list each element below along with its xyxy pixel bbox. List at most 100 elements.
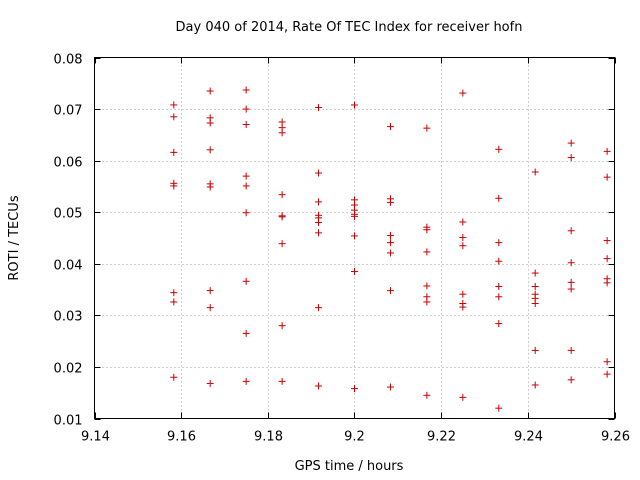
- data-point: [170, 298, 178, 306]
- data-point: [603, 147, 611, 155]
- tick-labels: 9.14 9.16 9.18 9.2 9.22 9.24 9.26 0.01 0.02 0.03 0…: [54, 53, 630, 445]
- y-tick-label: 0.07: [54, 104, 83, 119]
- x-tick-label: 9.24: [514, 430, 543, 445]
- data-point: [242, 86, 250, 94]
- x-tick-label: 9.16: [167, 430, 196, 445]
- data-point: [567, 154, 575, 162]
- data-point: [242, 182, 250, 190]
- y-axis-label: ROTI / TECUs: [7, 195, 22, 280]
- axis-ticks: [94, 57, 616, 420]
- data-point: [278, 240, 286, 248]
- data-point: [170, 373, 178, 381]
- data-point: [315, 169, 323, 177]
- data-point: [495, 404, 503, 412]
- data-point: [567, 278, 575, 286]
- data-point: [242, 121, 250, 129]
- data-point: [423, 124, 431, 132]
- data-point: [567, 376, 575, 384]
- data-point: [423, 248, 431, 256]
- data-point: [531, 269, 539, 277]
- data-point: [242, 377, 250, 385]
- data-point: [567, 346, 575, 354]
- data-point: [242, 105, 250, 113]
- data-point: [206, 119, 214, 127]
- data-point: [567, 139, 575, 147]
- data-point: [170, 113, 178, 121]
- data-point: [206, 146, 214, 154]
- data-point: [242, 209, 250, 217]
- data-point: [278, 191, 286, 199]
- data-point: [315, 229, 323, 237]
- y-tick-label: 0.06: [54, 156, 83, 171]
- data-point: [603, 358, 611, 366]
- data-point: [170, 289, 178, 297]
- data-point: [351, 232, 358, 240]
- data-point: [531, 299, 539, 307]
- data-point: [170, 148, 178, 156]
- data-point: [495, 257, 503, 265]
- data-point: [242, 329, 250, 337]
- data-point: [423, 391, 431, 399]
- y-tick-label: 0.04: [54, 259, 83, 274]
- data-point: [531, 168, 539, 176]
- data-point: [386, 239, 394, 247]
- data-point: [567, 227, 575, 235]
- data-point: [567, 259, 575, 267]
- data-point: [315, 219, 323, 227]
- data-point: [351, 268, 358, 276]
- data-point: [459, 393, 467, 401]
- data-point: [386, 287, 394, 295]
- chart-title: Day 040 of 2014, Rate Of TEC Index for r…: [176, 20, 523, 35]
- y-tick-label: 0.08: [54, 53, 83, 68]
- data-point: [495, 145, 503, 153]
- data-point: [315, 104, 323, 112]
- data-point: [495, 293, 503, 301]
- data-point: [603, 173, 611, 181]
- x-axis-label: GPS time / hours: [295, 459, 404, 474]
- data-point: [278, 213, 286, 221]
- x-tick-label: 9.14: [81, 430, 110, 445]
- data-point: [315, 382, 323, 390]
- data-point: [423, 282, 431, 290]
- data-point: [459, 303, 467, 311]
- data-point: [459, 89, 467, 97]
- data-point: [206, 183, 214, 191]
- data-point: [170, 182, 178, 190]
- data-point: [278, 322, 286, 330]
- data-point: [386, 249, 394, 257]
- data-point: [459, 242, 467, 250]
- data-point: [386, 383, 394, 391]
- data-point: [495, 282, 503, 290]
- data-point: [603, 370, 611, 378]
- data-point: [351, 212, 358, 220]
- data-point: [459, 233, 467, 241]
- x-tick-label: 9.22: [427, 430, 456, 445]
- data-point: [531, 346, 539, 354]
- plot-frame: [94, 57, 615, 419]
- data-point: [351, 385, 358, 393]
- data-point: [495, 194, 503, 202]
- data-point: [206, 87, 214, 95]
- data-point: [495, 320, 503, 328]
- data-point: [603, 237, 611, 245]
- data-point: [386, 123, 394, 131]
- data-point: [423, 298, 431, 306]
- x-tick-label: 9.18: [254, 430, 283, 445]
- data-point: [386, 198, 394, 206]
- y-tick-label: 0.01: [54, 414, 83, 429]
- data-point: [242, 277, 250, 285]
- y-tick-label: 0.03: [54, 310, 83, 325]
- data-point: [315, 198, 323, 206]
- data-point: [459, 290, 467, 298]
- data-point: [459, 218, 467, 226]
- data-point: [495, 239, 503, 247]
- data-point: [423, 226, 431, 234]
- x-tick-label: 9.26: [601, 430, 630, 445]
- data-point: [170, 101, 178, 109]
- data-point: [603, 255, 611, 263]
- data-point: [206, 287, 214, 295]
- data-point: [531, 381, 539, 389]
- data-point: [386, 231, 394, 239]
- data-points: [170, 86, 611, 412]
